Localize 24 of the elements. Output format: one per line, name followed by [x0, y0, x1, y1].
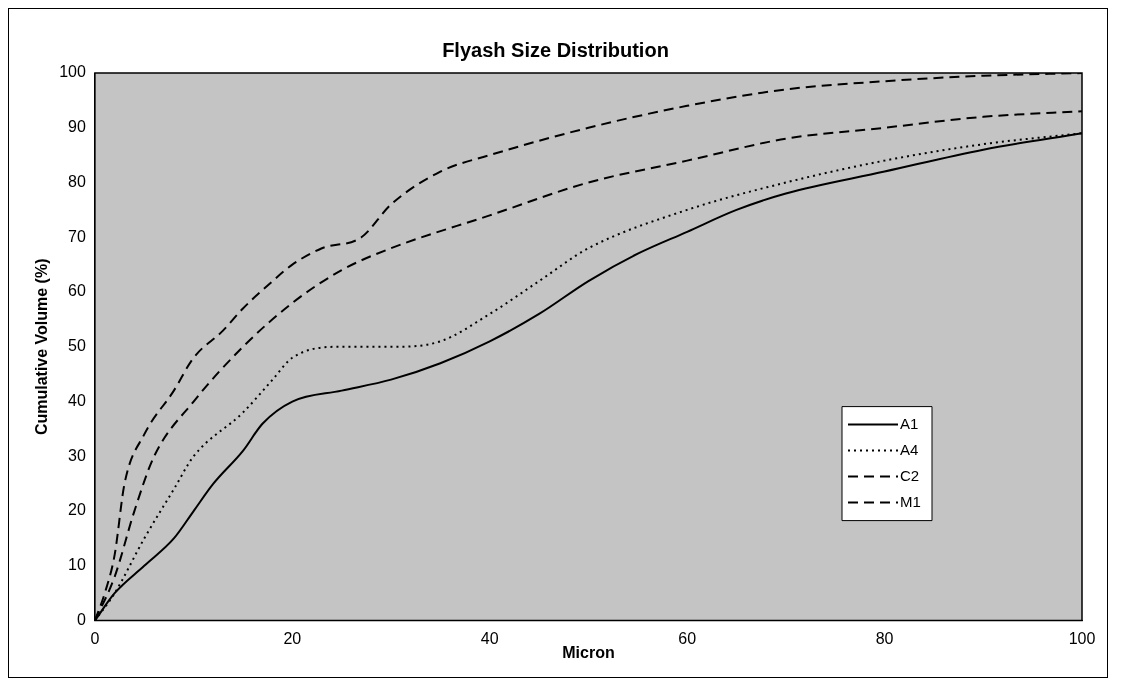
y-tick-label: 90	[68, 118, 86, 136]
x-tick-label: 40	[480, 629, 499, 647]
y-tick-label: 20	[68, 501, 86, 519]
x-tick-label: 80	[875, 629, 894, 647]
x-axis-title: Micron	[562, 643, 615, 661]
legend-label: A4	[900, 440, 919, 458]
y-tick-label: 100	[59, 63, 86, 81]
y-tick-label: 40	[68, 391, 86, 409]
y-tick-label: 70	[68, 227, 86, 245]
y-tick-label: 10	[68, 556, 86, 574]
y-tick-label: 50	[68, 337, 86, 355]
x-tick-label: 20	[283, 629, 302, 647]
chart-title: Flyash Size Distribution	[442, 38, 669, 61]
y-axis-title: Cumulative Volume (%)	[33, 258, 51, 436]
y-tick-label: 60	[68, 282, 86, 300]
y-tick-label: 0	[76, 611, 86, 629]
legend-label: M1	[900, 492, 921, 510]
x-tick-label: 100	[1068, 629, 1096, 647]
legend-label: C2	[900, 466, 920, 484]
y-tick-label: 30	[68, 446, 86, 464]
x-tick-label: 60	[678, 629, 697, 647]
legend-label: A1	[900, 414, 919, 432]
y-tick-label: 80	[68, 172, 86, 190]
x-tick-label: 0	[90, 629, 100, 647]
